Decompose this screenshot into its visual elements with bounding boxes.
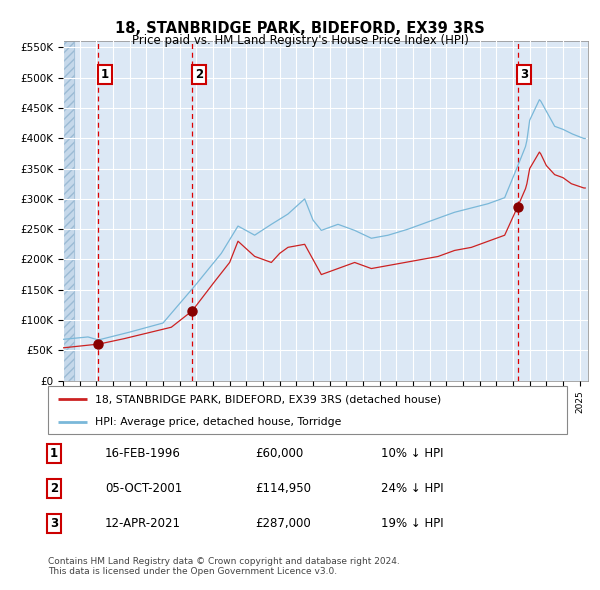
Text: 2: 2 — [194, 68, 203, 81]
Text: 18, STANBRIDGE PARK, BIDEFORD, EX39 3RS (detached house): 18, STANBRIDGE PARK, BIDEFORD, EX39 3RS … — [95, 394, 441, 404]
Text: £114,950: £114,950 — [255, 482, 311, 495]
Text: 10% ↓ HPI: 10% ↓ HPI — [381, 447, 443, 460]
Text: 1: 1 — [50, 447, 58, 460]
Text: 24% ↓ HPI: 24% ↓ HPI — [381, 482, 443, 495]
Text: 12-APR-2021: 12-APR-2021 — [105, 517, 181, 530]
Bar — [63, 41, 74, 381]
Text: 2: 2 — [50, 482, 58, 495]
Text: £60,000: £60,000 — [255, 447, 303, 460]
Text: 05-OCT-2001: 05-OCT-2001 — [105, 482, 182, 495]
Text: 3: 3 — [50, 517, 58, 530]
Text: 19% ↓ HPI: 19% ↓ HPI — [381, 517, 443, 530]
Text: £287,000: £287,000 — [255, 517, 311, 530]
Text: HPI: Average price, detached house, Torridge: HPI: Average price, detached house, Torr… — [95, 417, 341, 427]
Text: 18, STANBRIDGE PARK, BIDEFORD, EX39 3RS: 18, STANBRIDGE PARK, BIDEFORD, EX39 3RS — [115, 21, 485, 35]
Text: 3: 3 — [520, 68, 528, 81]
Text: Price paid vs. HM Land Registry's House Price Index (HPI): Price paid vs. HM Land Registry's House … — [131, 34, 469, 47]
Text: 1: 1 — [101, 68, 109, 81]
Bar — [63, 41, 74, 381]
Text: Contains HM Land Registry data © Crown copyright and database right 2024.
This d: Contains HM Land Registry data © Crown c… — [48, 557, 400, 576]
Text: 16-FEB-1996: 16-FEB-1996 — [105, 447, 181, 460]
